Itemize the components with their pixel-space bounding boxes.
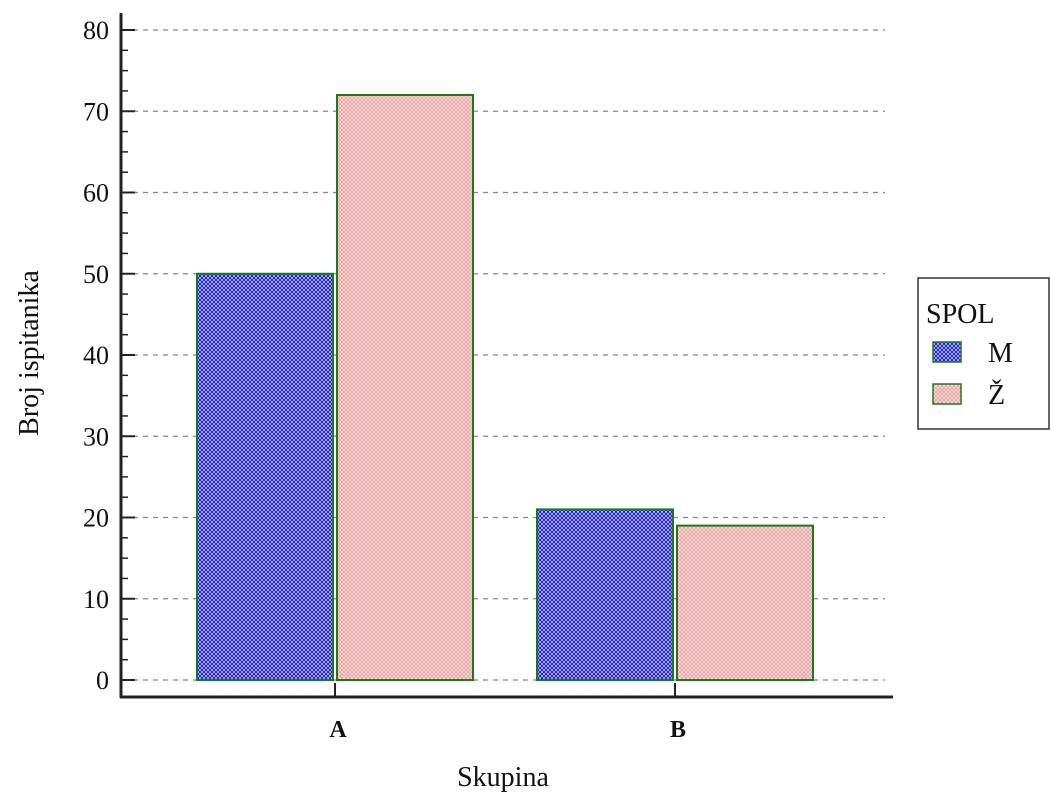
bar-Ž-B xyxy=(676,524,814,681)
y-tick-label: 70 xyxy=(83,97,109,126)
x-tick-label: B xyxy=(670,717,686,743)
legend-swatch xyxy=(932,383,962,405)
legend-swatch xyxy=(932,341,962,363)
y-tick-label: 0 xyxy=(96,666,109,695)
legend-title: SPOL xyxy=(926,299,994,330)
bars xyxy=(196,94,814,681)
legend-label: Ž xyxy=(988,380,1005,411)
legend-items: MŽ xyxy=(932,338,1013,411)
x-axis-title: Skupina xyxy=(457,762,549,793)
y-tick-label: 10 xyxy=(83,585,109,614)
legend: SPOL MŽ xyxy=(917,277,1050,430)
y-tick-label: 30 xyxy=(83,422,109,451)
y-tick-label: 60 xyxy=(83,179,109,208)
y-tick-label: 50 xyxy=(83,260,109,289)
legend-label: M xyxy=(988,338,1013,369)
y-axis-title: Broj ispitanika xyxy=(14,270,45,436)
y-tick-label: 40 xyxy=(83,341,109,370)
y-axis-ticks: 0 10 20 30 40 50 60 70 80 xyxy=(83,16,135,695)
x-tick-label: A xyxy=(329,717,347,743)
bar-M-A xyxy=(196,272,334,681)
bar-Ž-A xyxy=(336,94,474,681)
y-tick-label: 80 xyxy=(83,16,109,45)
bar-M-B xyxy=(536,508,674,681)
y-tick-label: 20 xyxy=(83,504,109,533)
